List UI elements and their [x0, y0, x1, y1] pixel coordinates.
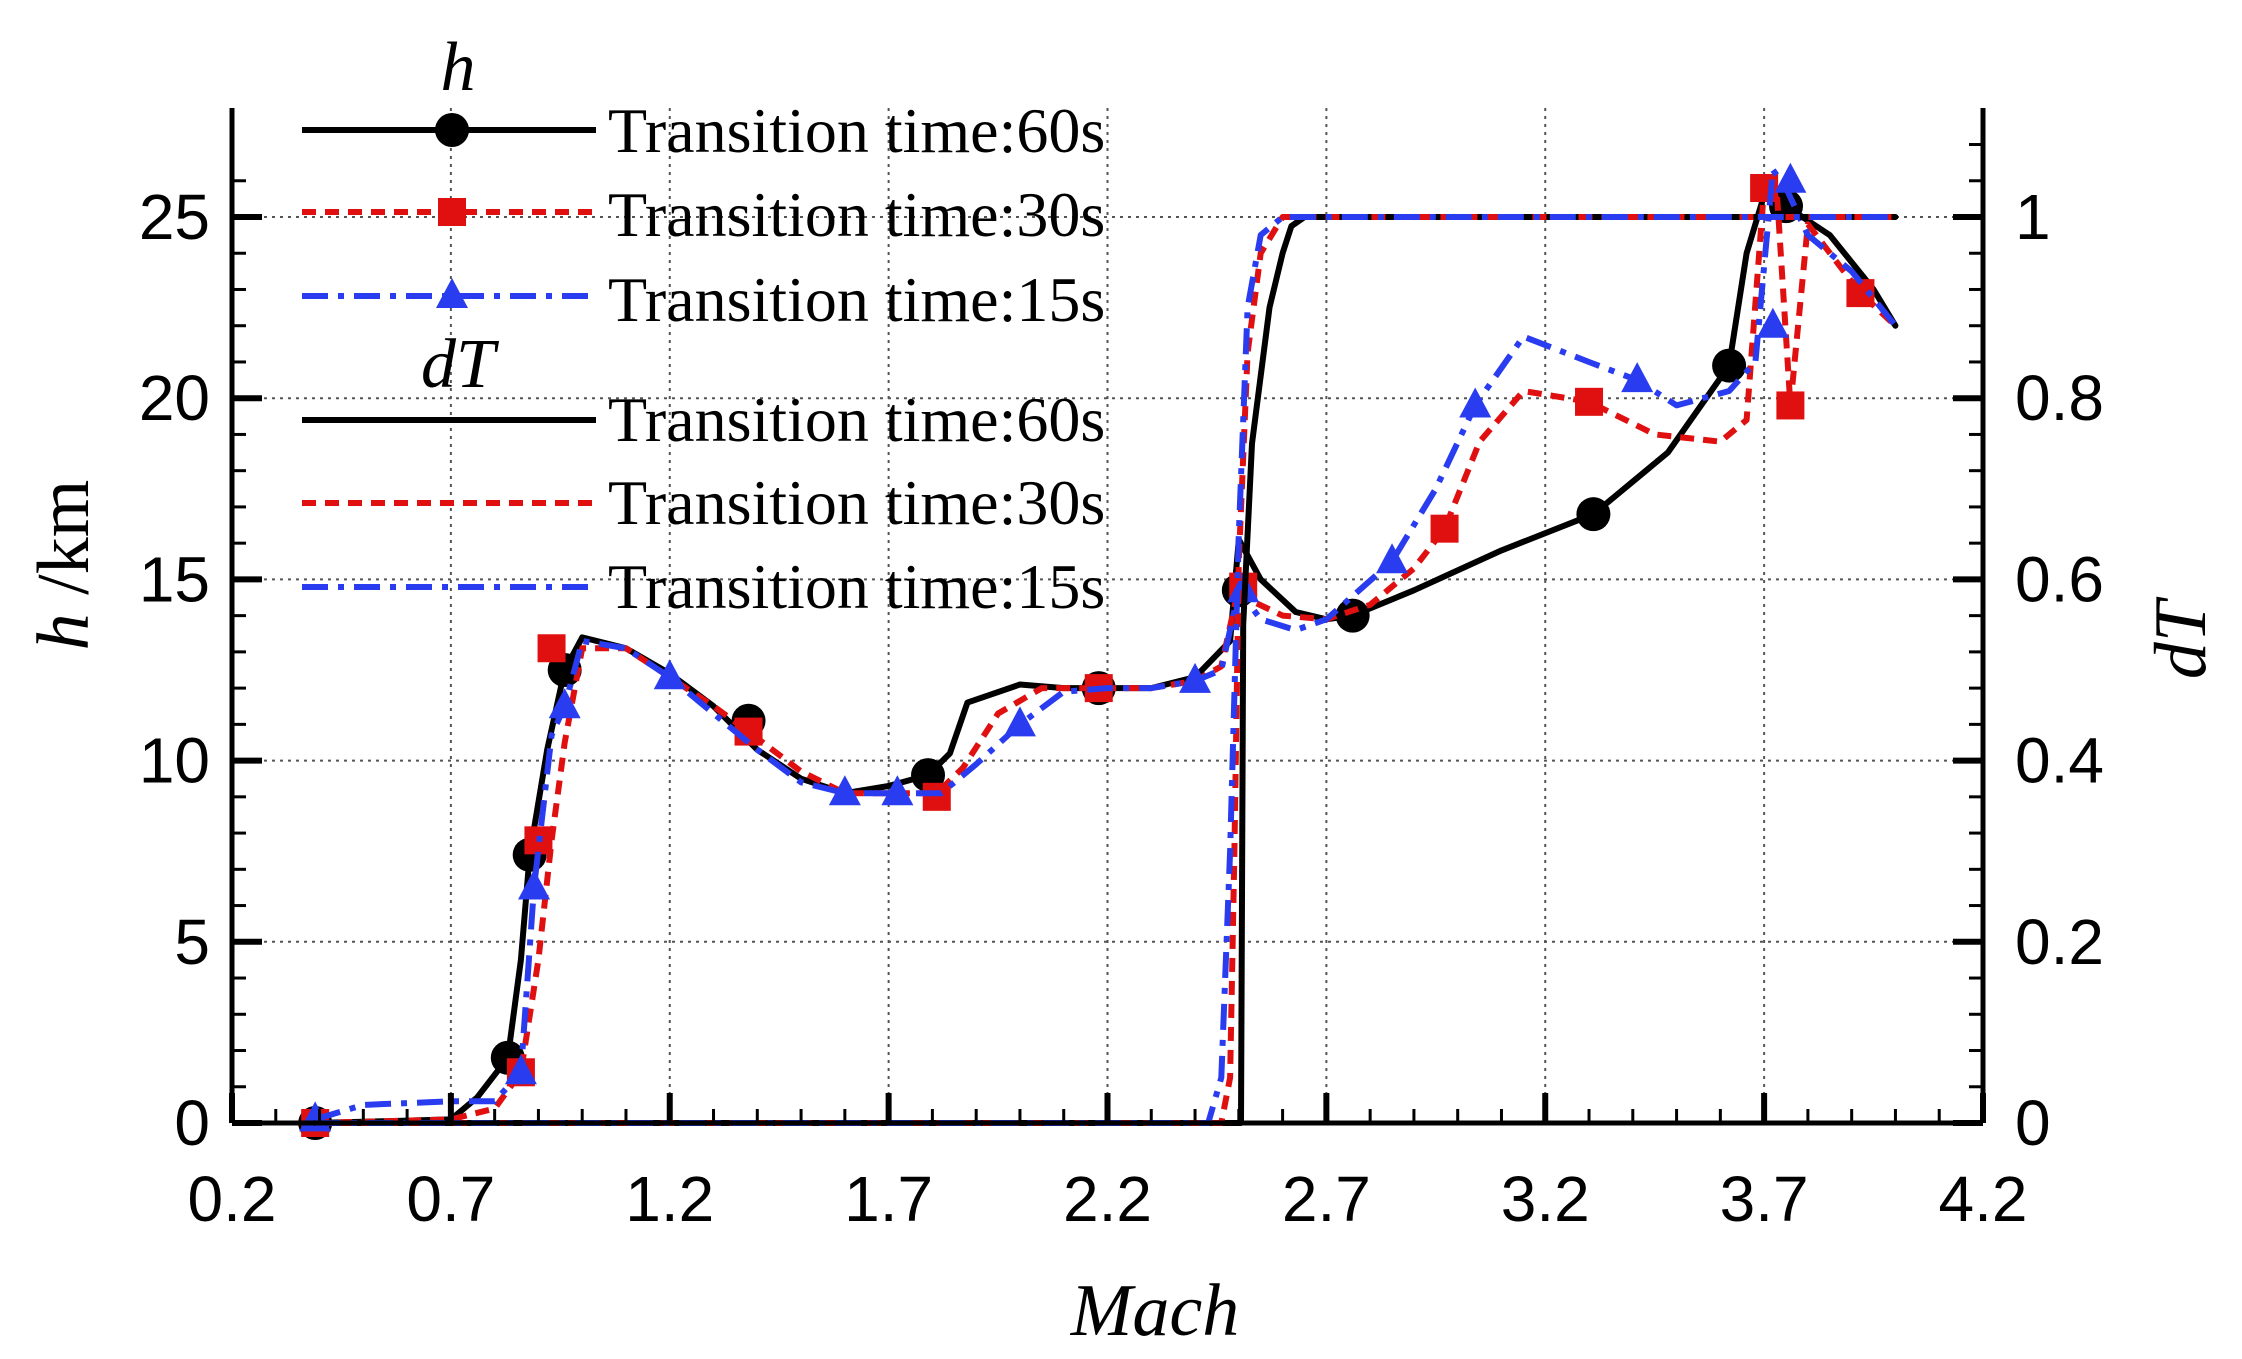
x-axis-title: Mach [1070, 1270, 1240, 1352]
x-tick-label: 0.2 [188, 1163, 277, 1235]
series-marker-2 [881, 775, 914, 806]
y-axis-title-unit: /km [23, 480, 105, 614]
legend-header-dT: dT [421, 326, 500, 403]
legend-header-h: h [441, 29, 476, 106]
legend-label-dT-60s: Transition time:60s [608, 384, 1105, 455]
x-tick-label: 3.2 [1501, 1163, 1590, 1235]
series-marker-1 [1776, 391, 1805, 420]
legend: h dT Transition time:60s Transition time… [302, 29, 1105, 622]
series-line-5 [315, 214, 1896, 1126]
y2-tick-label: 1 [2015, 181, 2051, 253]
y-axis-title-var: h [23, 613, 105, 650]
series-marker-2 [1003, 706, 1036, 737]
y2-tick-label: 0.6 [2015, 543, 2104, 615]
series-marker-1 [537, 634, 566, 663]
series-marker-1 [922, 782, 951, 811]
series-marker-2 [828, 775, 861, 806]
x-tick-label: 2.7 [1282, 1163, 1371, 1235]
x-tick-label: 0.7 [406, 1163, 495, 1235]
y-tick-label: 10 [139, 725, 210, 797]
series-marker-0 [1335, 598, 1370, 633]
series-marker-2 [1376, 543, 1409, 574]
y-tick-label: 20 [139, 362, 210, 434]
legend-sample-marker-0 [435, 113, 469, 147]
series-marker-0 [1712, 348, 1747, 383]
grid-lines [232, 108, 1983, 1123]
legend-label-h-15s: Transition time:15s [608, 264, 1105, 335]
series-marker-1 [1575, 387, 1604, 416]
legend-label-h-30s: Transition time:30s [608, 179, 1105, 250]
legend-label-h-60s: Transition time:60s [608, 95, 1105, 166]
series-marker-2 [1179, 662, 1212, 693]
legend-sample-marker-1 [438, 198, 466, 226]
series-marker-1 [1430, 514, 1459, 543]
series-marker-2 [504, 1054, 537, 1085]
legend-sample-marker-2 [436, 278, 468, 308]
axis-ticks: 0.2 0.7 1.2 1.7 2.2 2.7 3.2 3.7 4.2051015202500.… [139, 143, 2104, 1235]
legend-label-dT-15s: Transition time:15s [608, 551, 1105, 622]
y-tick-label: 5 [174, 906, 210, 978]
y2-axis-title: dT [2140, 596, 2222, 679]
y2-tick-label: 0 [2015, 1087, 2051, 1159]
y2-tick-label: 0.8 [2015, 362, 2104, 434]
legend-label-dT-30s: Transition time:30s [608, 467, 1105, 538]
y2-tick-label: 0.2 [2015, 906, 2104, 978]
series-marker-2 [653, 659, 686, 690]
x-tick-label: 2.2 [1063, 1163, 1152, 1235]
series-marker-2 [518, 869, 551, 900]
series-marker-2 [548, 688, 581, 719]
series-marker-2 [1621, 362, 1654, 393]
legend-samples [302, 113, 596, 590]
y-tick-label: 0 [174, 1087, 210, 1159]
series-layer [298, 162, 1899, 1140]
y-axis-title: h /km [23, 480, 105, 651]
series-marker-2 [1459, 387, 1492, 418]
y2-tick-label: 0.4 [2015, 725, 2104, 797]
x-tick-label: 1.7 [844, 1163, 933, 1235]
y-tick-label: 25 [139, 181, 210, 253]
series-marker-2 [1756, 307, 1789, 338]
series-marker-0 [1576, 497, 1611, 532]
x-tick-label: 1.2 [625, 1163, 714, 1235]
x-tick-label: 4.2 [1939, 1163, 2028, 1235]
y-tick-label: 15 [139, 543, 210, 615]
x-tick-label: 3.7 [1720, 1163, 1809, 1235]
series-marker-2 [1774, 162, 1807, 193]
